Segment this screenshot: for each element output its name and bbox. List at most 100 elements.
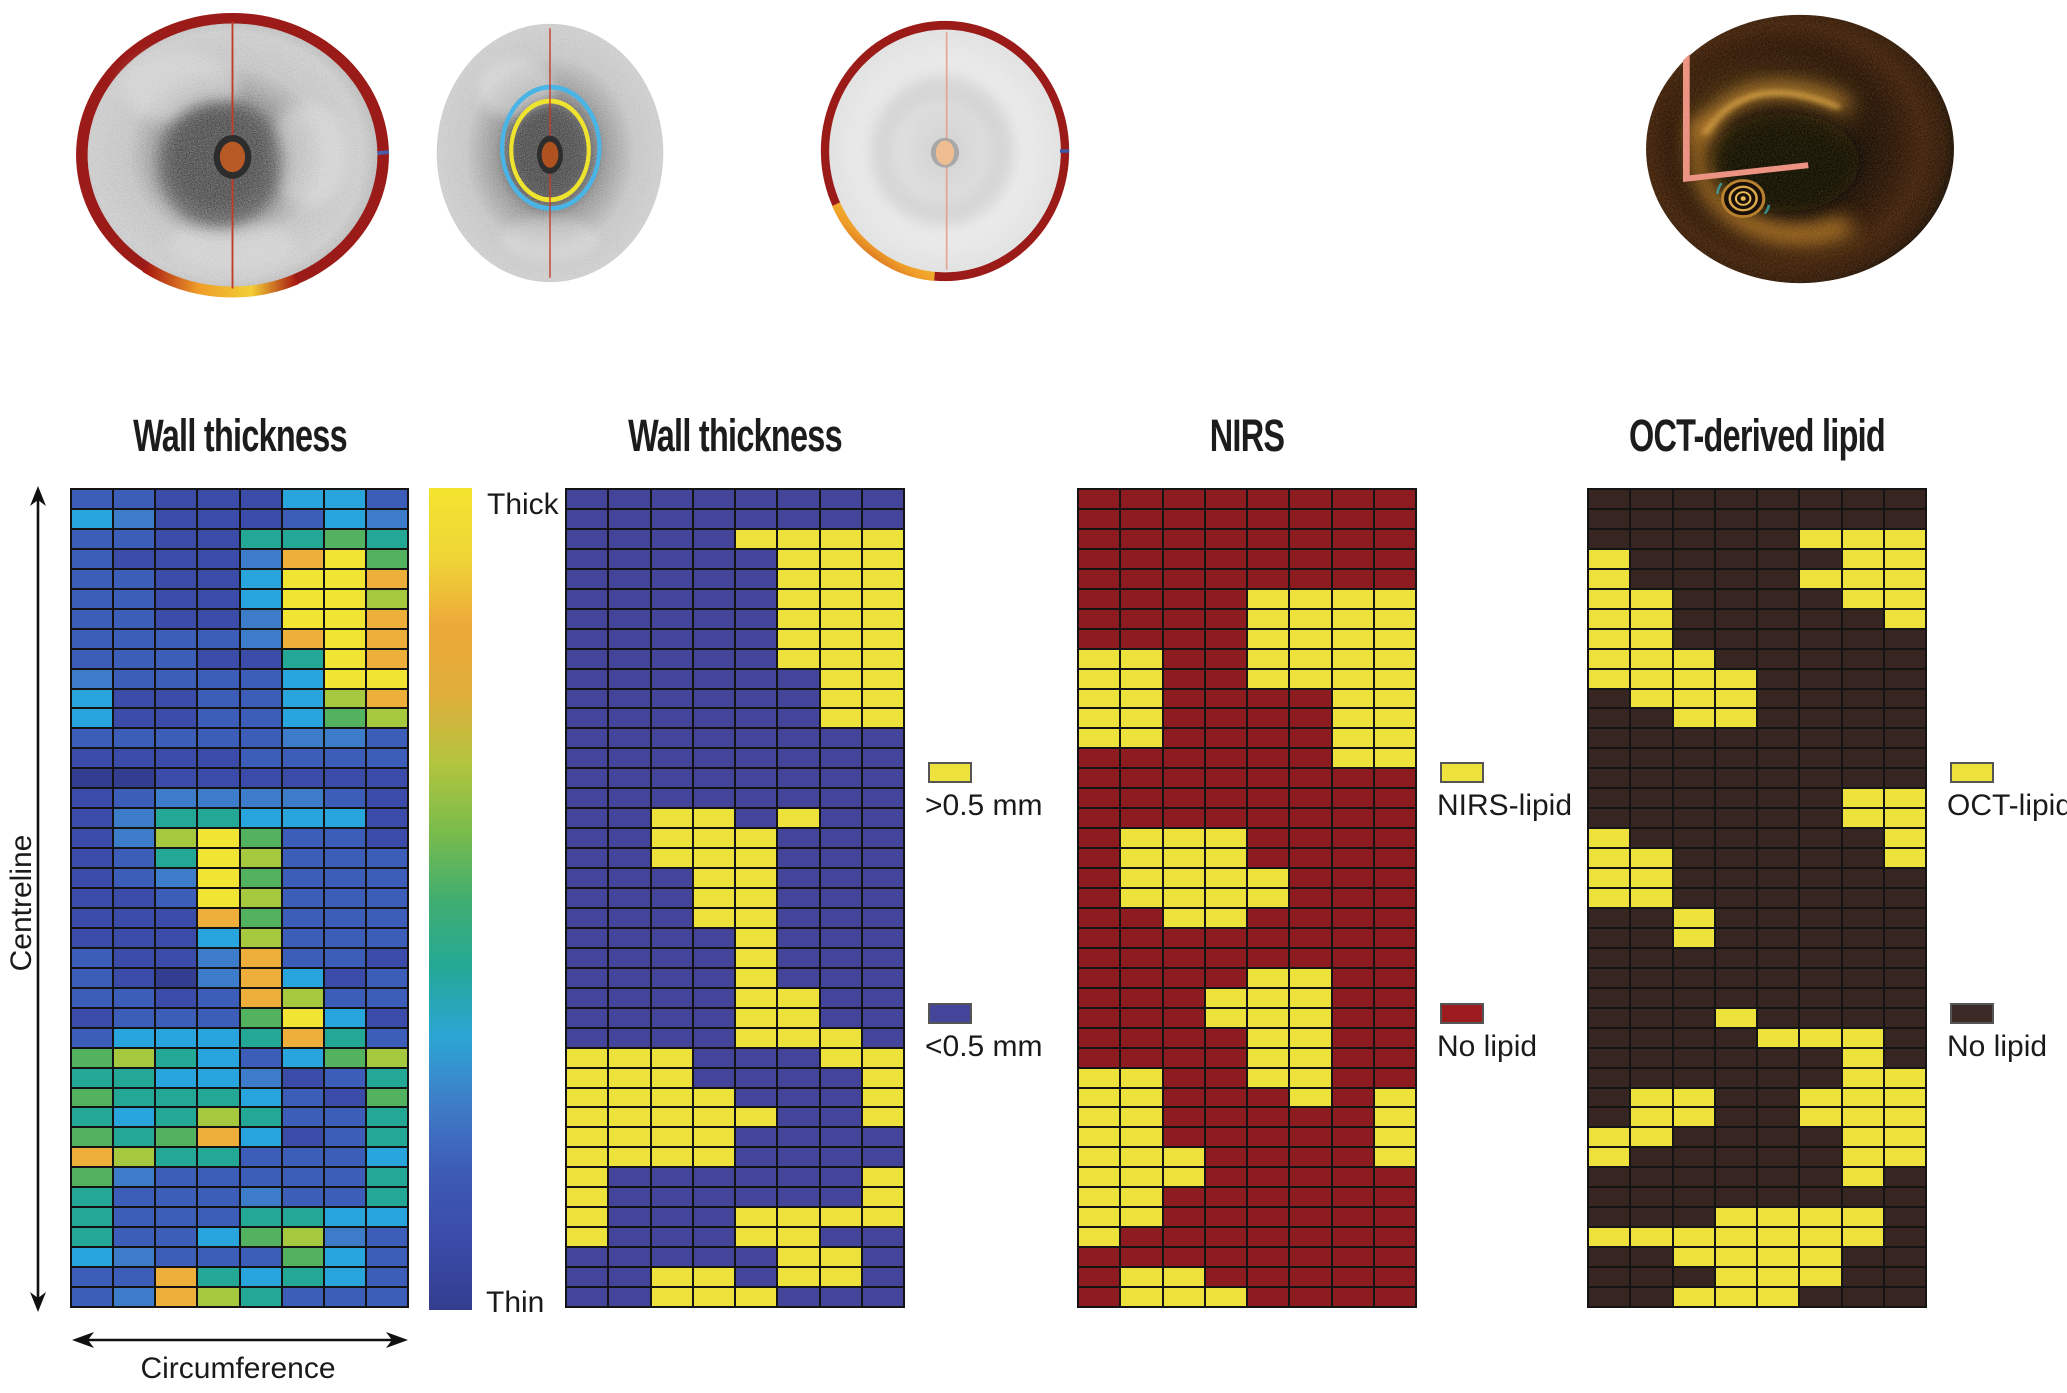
heatmap-cell [1332,889,1373,907]
heatmap-cell [1589,829,1630,848]
heatmap-cell [324,709,365,728]
heatmap-cell [1758,1268,1799,1287]
heatmap-cell [778,769,819,788]
heatmap-cell [1205,1188,1246,1207]
heatmap-cell [198,988,239,1007]
heatmap-cell [1673,1248,1714,1267]
heatmap-cell [1079,988,1120,1007]
heatmap-cell [1079,869,1120,888]
heatmap-cell [1673,589,1714,608]
heatmap-cell [736,1068,777,1087]
heatmap-cell [1163,988,1204,1007]
heatmap-cell [693,1248,734,1267]
heatmap-cell [366,869,407,888]
heatmap-cell [1589,1288,1630,1306]
heatmap-cell [1248,948,1289,967]
heatmap-cell [609,1148,650,1167]
heatmap-cell [609,589,650,608]
heatmap-cell [1631,1148,1672,1167]
heatmap-cell [1079,1208,1120,1227]
heatmap-cell [820,1268,861,1287]
heatmap-cell [1631,529,1672,548]
heatmap-cell [778,1288,819,1306]
heatmap-cell [778,908,819,927]
heatmap-cell [72,1028,113,1047]
heatmap-cell [1631,769,1672,788]
heatmap-cell [820,809,861,828]
heatmap-cell [1884,649,1925,668]
heatmap-cell [820,509,861,528]
heatmap-cell [1589,1228,1630,1247]
heatmap-cell [366,829,407,848]
heatmap-cell [1374,529,1415,548]
heatmap-cell [240,1108,281,1127]
heatmap-cell [1884,908,1925,927]
heatmap-cell [324,1128,365,1147]
heatmap-cell [1121,1128,1162,1147]
heatmap-cell [1842,829,1883,848]
heatmap-cell [324,589,365,608]
heatmap-cell [862,569,903,588]
heatmap-cell [1589,928,1630,947]
heatmap-cell [778,1248,819,1267]
heatmap-cell [1631,928,1672,947]
heatmap-cell [1205,529,1246,548]
heatmap-cell [1332,509,1373,528]
heatmap-cell [114,669,155,688]
heatmap-cell [778,629,819,648]
heatmap-cell [693,1008,734,1027]
heatmap-cell [72,908,113,927]
heatmap-cell [1332,1168,1373,1187]
heatmap-cell [1758,1108,1799,1127]
heatmap-cell [862,1108,903,1127]
heatmap-cell [736,1008,777,1027]
heatmap-cell [567,569,608,588]
heatmap-cell [366,988,407,1007]
heatmap-cell [567,869,608,888]
heatmap-cell [72,609,113,628]
heatmap-cell [156,529,197,548]
heatmap-cell [778,1148,819,1167]
heatmap-cell [1884,1188,1925,1207]
heatmap-cell [156,849,197,868]
heatmap-cell [1800,1208,1841,1227]
heatmap-cell [862,1008,903,1027]
heatmap-cell [1589,1208,1630,1227]
heatmap-cell [651,1268,692,1287]
heatmap-cell [1673,569,1714,588]
heatmap-cell [1758,789,1799,808]
heatmap-cell [609,1108,650,1127]
heatmap-cell [156,988,197,1007]
heatmap-cell [862,549,903,568]
heatmap-cell [282,1288,323,1306]
heatmap-cell [282,1168,323,1187]
heatmap-cell [609,1008,650,1027]
heatmap-cell [1079,509,1120,528]
heatmap-cell [72,669,113,688]
heatmap-cell [1715,490,1756,508]
heatmap-cell [72,1168,113,1187]
heatmap-cell [1290,889,1331,907]
heatmap-cell [1589,669,1630,688]
heatmap-cell [1121,1188,1162,1207]
heatmap-cell [820,1168,861,1187]
heatmap-cell [1589,749,1630,768]
heatmap-cell [862,709,903,728]
heatmap-cell [1884,948,1925,967]
heatmap-cell [1673,729,1714,748]
heatmap-cell [1884,729,1925,748]
heatmap-cell [1332,689,1373,708]
heatmap-cell [1248,569,1289,588]
heatmap-cell [1332,709,1373,728]
heatmap-cell [693,789,734,808]
heatmap-cell [1079,749,1120,768]
heatmap-cell [198,849,239,868]
heatmap-cell [1842,1088,1883,1107]
ivus-wall-thickness-image [75,12,390,298]
heatmap-cell [1631,889,1672,907]
heatmap-cell [282,1108,323,1127]
heatmap-cell [1079,490,1120,508]
heatmap-cell [1673,689,1714,708]
heatmap-cell [1248,589,1289,608]
heatmap-cell [366,569,407,588]
